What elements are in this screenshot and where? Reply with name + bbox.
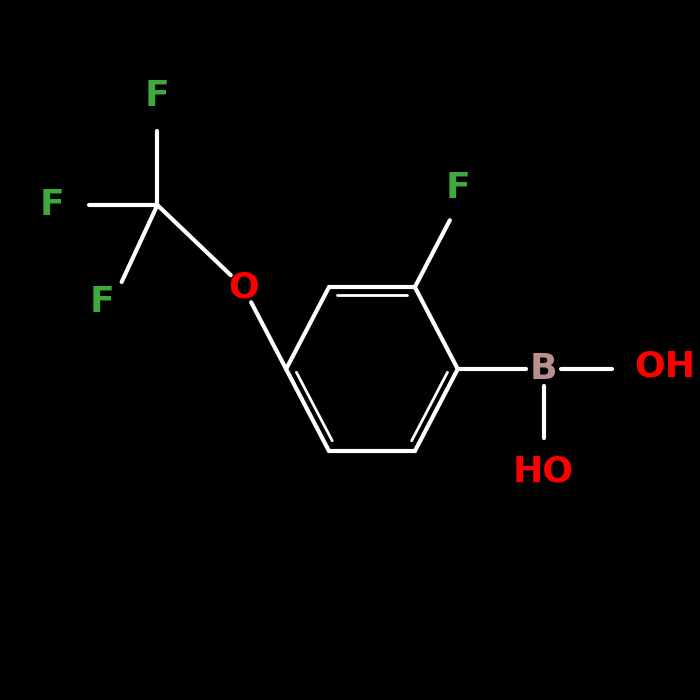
Text: F: F [40, 188, 65, 222]
Text: O: O [228, 270, 258, 304]
Text: HO: HO [513, 455, 574, 489]
Text: B: B [530, 352, 557, 386]
Text: F: F [145, 80, 169, 113]
Text: F: F [445, 171, 470, 205]
Text: OH: OH [634, 349, 695, 383]
Text: F: F [90, 286, 114, 319]
